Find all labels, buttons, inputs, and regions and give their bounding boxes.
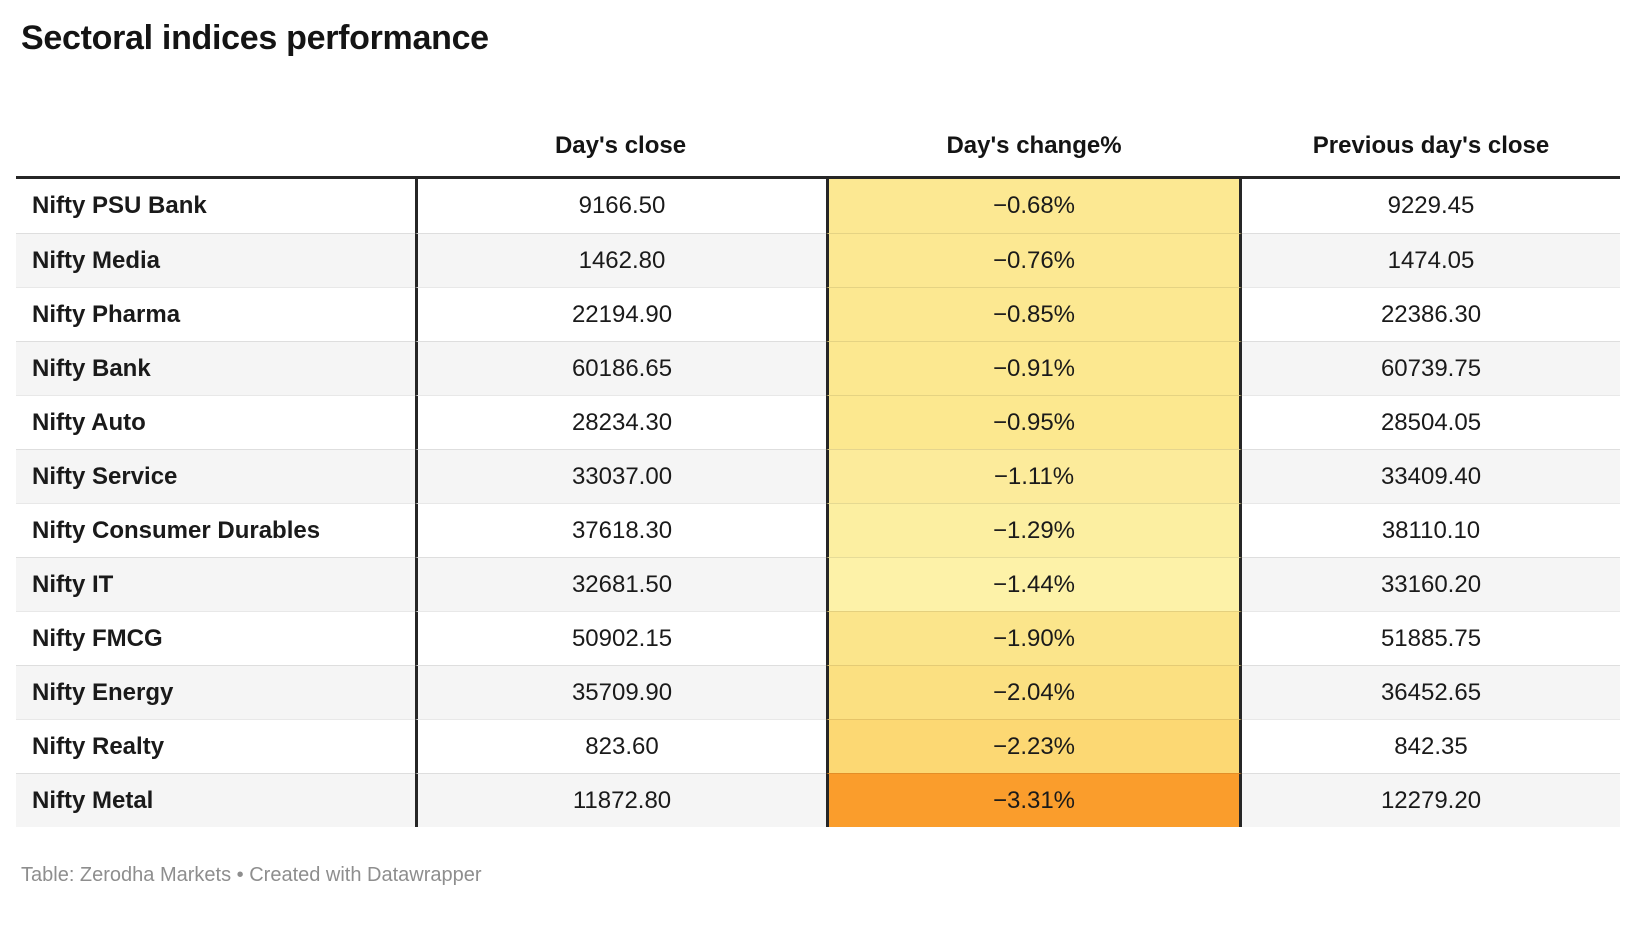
table-row: Nifty IT 32681.50 −1.44% 33160.20	[16, 557, 1620, 611]
table-row: Nifty Media 1462.80 −0.76% 1474.05	[16, 233, 1620, 287]
previous-days-close-value: 22386.30	[1242, 287, 1620, 341]
sector-label: Nifty Consumer Durables	[16, 503, 415, 557]
table-row: Nifty Consumer Durables 37618.30 −1.29% 381…	[16, 503, 1620, 557]
column-header-days-change: Day's change%	[946, 132, 1122, 159]
days-change-value: −3.31%	[826, 773, 1242, 827]
table-footer-attribution: Table: Zerodha Markets • Created with Da…	[21, 864, 482, 886]
table-row: Nifty Bank 60186.65 −0.91% 60739.75	[16, 341, 1620, 395]
sector-label: Nifty PSU Bank	[16, 179, 415, 233]
sector-label: Nifty Bank	[16, 341, 415, 395]
sector-label: Nifty IT	[16, 557, 415, 611]
previous-days-close-value: 38110.10	[1242, 503, 1620, 557]
sector-label: Nifty Pharma	[16, 287, 415, 341]
days-change-value: −2.04%	[826, 665, 1242, 719]
table-row: Nifty Service 33037.00 −1.11% 33409.40	[16, 449, 1620, 503]
table-row: Nifty Energy 35709.90 −2.04% 36452.65	[16, 665, 1620, 719]
previous-days-close-value: 33160.20	[1242, 557, 1620, 611]
table-row: Nifty PSU Bank 9166.50 −0.68% 9229.45	[16, 179, 1620, 233]
days-close-value: 28234.30	[415, 395, 826, 449]
sector-label: Nifty FMCG	[16, 611, 415, 665]
previous-days-close-value: 842.35	[1242, 719, 1620, 773]
days-change-value: −1.11%	[826, 449, 1242, 503]
sector-label: Nifty Metal	[16, 773, 415, 827]
days-close-value: 33037.00	[415, 449, 826, 503]
table-row: Nifty Metal 11872.80 −3.31% 12279.20	[16, 773, 1620, 827]
sector-label: Nifty Service	[16, 449, 415, 503]
previous-days-close-value: 28504.05	[1242, 395, 1620, 449]
days-change-value: −0.95%	[826, 395, 1242, 449]
days-change-value: −0.68%	[826, 179, 1242, 233]
previous-days-close-value: 51885.75	[1242, 611, 1620, 665]
days-close-value: 9166.50	[415, 179, 826, 233]
table-row: Nifty FMCG 50902.15 −1.90% 51885.75	[16, 611, 1620, 665]
days-close-value: 22194.90	[415, 287, 826, 341]
days-close-value: 50902.15	[415, 611, 826, 665]
days-close-value: 1462.80	[415, 233, 826, 287]
table-body: Nifty PSU Bank 9166.50 −0.68% 9229.45 Nifty …	[16, 179, 1620, 827]
table-row: Nifty Realty 823.60 −2.23% 842.35	[16, 719, 1620, 773]
sector-label: Nifty Realty	[16, 719, 415, 773]
previous-days-close-value: 12279.20	[1242, 773, 1620, 827]
days-close-value: 32681.50	[415, 557, 826, 611]
previous-days-close-value: 33409.40	[1242, 449, 1620, 503]
previous-days-close-value: 36452.65	[1242, 665, 1620, 719]
sector-label: Nifty Energy	[16, 665, 415, 719]
table-row: Nifty Pharma 22194.90 −0.85% 22386.30	[16, 287, 1620, 341]
sector-label: Nifty Media	[16, 233, 415, 287]
days-change-value: −1.44%	[826, 557, 1242, 611]
datawrapper-table-page: Sectoral indices performance Day's close…	[0, 18, 1636, 887]
previous-days-close-value: 1474.05	[1242, 233, 1620, 287]
days-close-value: 60186.65	[415, 341, 826, 395]
column-header-days-close: Day's close	[554, 132, 687, 159]
table-row: Nifty Auto 28234.30 −0.95% 28504.05	[16, 395, 1620, 449]
days-close-value: 11872.80	[415, 773, 826, 827]
column-header-previous-days-close: Previous day's close	[1312, 132, 1550, 159]
days-close-value: 35709.90	[415, 665, 826, 719]
days-change-value: −0.85%	[826, 287, 1242, 341]
days-close-value: 37618.30	[415, 503, 826, 557]
previous-days-close-value: 9229.45	[1242, 179, 1620, 233]
days-change-value: −1.29%	[826, 503, 1242, 557]
table-header-row: Day's close Day's change% Previous day's…	[16, 58, 1620, 179]
sector-label: Nifty Auto	[16, 395, 415, 449]
days-change-value: −0.76%	[826, 233, 1242, 287]
previous-days-close-value: 60739.75	[1242, 341, 1620, 395]
days-change-value: −0.91%	[826, 341, 1242, 395]
days-change-value: −2.23%	[826, 719, 1242, 773]
days-change-value: −1.90%	[826, 611, 1242, 665]
days-close-value: 823.60	[415, 719, 826, 773]
page-title: Sectoral indices performance	[21, 19, 489, 57]
